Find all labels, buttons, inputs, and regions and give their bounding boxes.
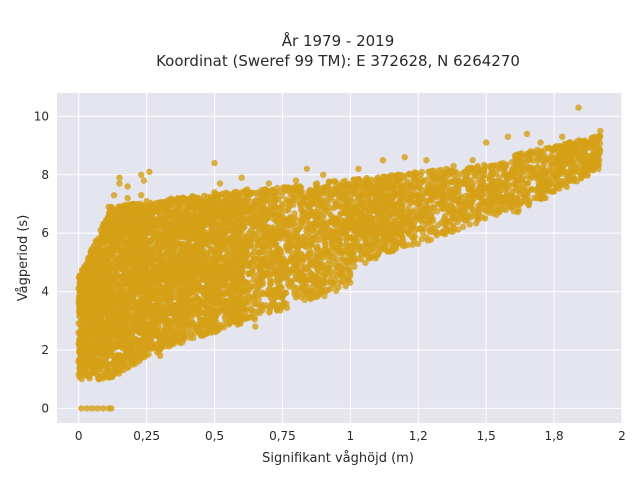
data-point (226, 274, 234, 282)
data-point (302, 243, 310, 251)
data-point (199, 256, 207, 263)
data-point (459, 223, 467, 230)
data-point (516, 150, 523, 158)
data-point (267, 281, 274, 288)
data-point (465, 193, 473, 200)
data-point (493, 211, 500, 219)
data-point (333, 287, 340, 295)
data-point (362, 259, 369, 266)
data-point (245, 299, 252, 306)
data-point (505, 182, 513, 189)
chart-subtitle: Koordinat (Sweref 99 TM): E 372628, N 62… (156, 52, 520, 70)
data-point (204, 250, 211, 257)
data-point (496, 205, 503, 212)
data-point (470, 180, 477, 187)
data-point (304, 264, 312, 272)
data-point (156, 346, 163, 354)
data-point (466, 221, 473, 228)
data-point (245, 262, 253, 269)
data-point (372, 252, 380, 260)
data-points (75, 104, 604, 412)
data-point (534, 163, 541, 171)
data-point (342, 282, 349, 290)
chart-title: År 1979 - 2019 (282, 31, 395, 50)
